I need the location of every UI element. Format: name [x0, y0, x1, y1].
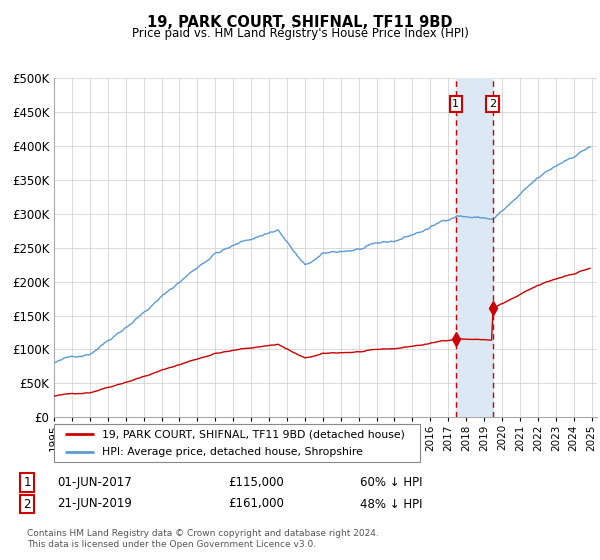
Text: 1: 1 [23, 476, 31, 489]
Text: 01-JUN-2017: 01-JUN-2017 [57, 476, 132, 489]
Text: 2: 2 [23, 497, 31, 511]
Text: 21-JUN-2019: 21-JUN-2019 [57, 497, 132, 511]
Text: Price paid vs. HM Land Registry's House Price Index (HPI): Price paid vs. HM Land Registry's House … [131, 27, 469, 40]
Text: £115,000: £115,000 [228, 476, 284, 489]
Bar [456, 78, 493, 417]
Text: 1: 1 [452, 99, 459, 109]
Text: HPI: Average price, detached house, Shropshire: HPI: Average price, detached house, Shro… [101, 447, 362, 457]
Text: £161,000: £161,000 [228, 497, 284, 511]
FancyBboxPatch shape [54, 424, 420, 462]
Text: 19, PARK COURT, SHIFNAL, TF11 9BD: 19, PARK COURT, SHIFNAL, TF11 9BD [147, 15, 453, 30]
Text: 60% ↓ HPI: 60% ↓ HPI [360, 476, 422, 489]
Text: 19, PARK COURT, SHIFNAL, TF11 9BD (detached house): 19, PARK COURT, SHIFNAL, TF11 9BD (detac… [101, 429, 404, 439]
Text: Contains HM Land Registry data © Crown copyright and database right 2024.
This d: Contains HM Land Registry data © Crown c… [27, 529, 379, 549]
Text: 48% ↓ HPI: 48% ↓ HPI [360, 497, 422, 511]
Text: 2: 2 [489, 99, 496, 109]
